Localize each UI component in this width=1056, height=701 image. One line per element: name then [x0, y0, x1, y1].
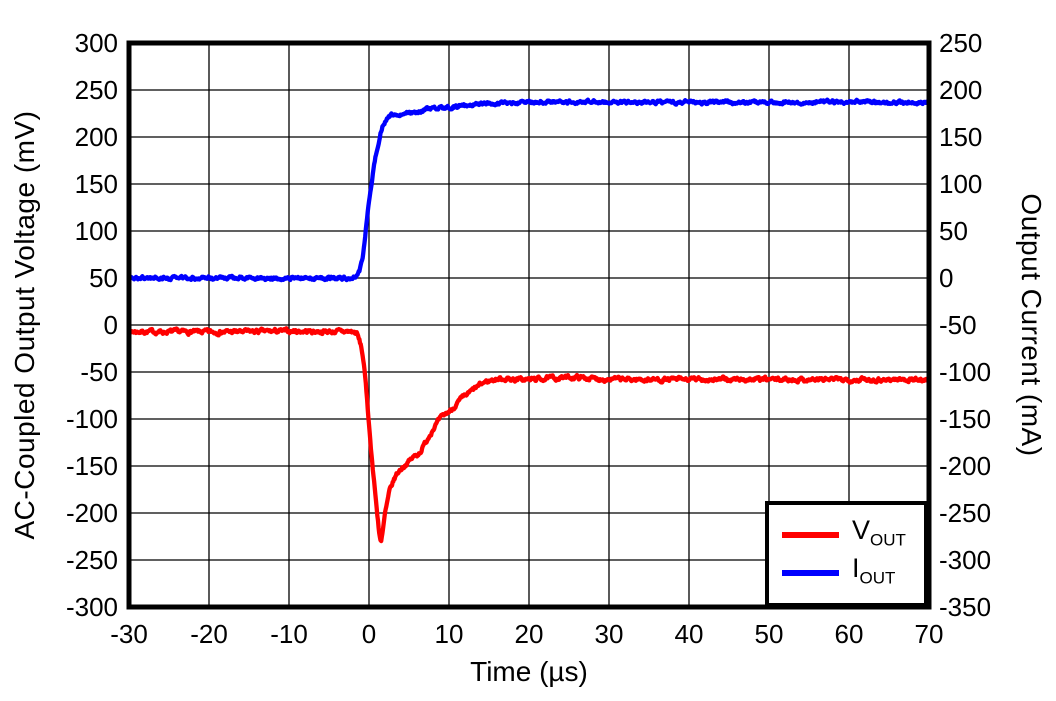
y-left-tick-label: -50 — [80, 357, 118, 387]
y-axis-right-title: Output Current (mA) — [1016, 193, 1047, 457]
y-right-tick-label: 200 — [939, 75, 983, 105]
x-tick-label: 10 — [434, 619, 464, 649]
x-tick-label: -20 — [190, 619, 228, 649]
y-left-tick-label: -100 — [65, 404, 118, 434]
legend: VOUT IOUT — [765, 501, 928, 607]
y-axis-left-title: AC-Coupled Output Voltage (mV) — [9, 110, 40, 540]
legend-label-iout: IOUT — [852, 552, 896, 588]
y-right-tick-label: 0 — [939, 263, 954, 293]
y-left-tick-label: 100 — [74, 216, 118, 246]
x-tick-label: -30 — [110, 619, 148, 649]
y-right-tick-label: 50 — [939, 216, 968, 246]
y-left-tick-label: -200 — [65, 498, 118, 528]
y-left-tick-label: -300 — [65, 592, 118, 622]
y-right-tick-label: -250 — [939, 498, 992, 528]
y-right-tick-label: -200 — [939, 451, 992, 481]
y-right-tick-label: 150 — [939, 122, 983, 152]
y-right-tick-label: -50 — [939, 310, 977, 340]
y-right-tick-label: -150 — [939, 404, 992, 434]
y-left-tick-label: 250 — [74, 75, 118, 105]
legend-item-vout: VOUT — [782, 516, 924, 554]
y-right-tick-label: 100 — [939, 169, 983, 199]
y-right-tick-label: -100 — [939, 357, 992, 387]
y-left-tick-label: -250 — [65, 545, 118, 575]
y-left-tick-label: 200 — [74, 122, 118, 152]
x-tick-label: 70 — [914, 619, 944, 649]
y-left-tick-label: 300 — [74, 28, 118, 58]
x-tick-label: 40 — [674, 619, 704, 649]
x-tick-label: 0 — [361, 619, 377, 649]
legend-item-iout: IOUT — [782, 554, 924, 592]
y-left-tick-label: 150 — [74, 169, 118, 199]
x-tick-label: 30 — [594, 619, 624, 649]
x-axis-title: Time (µs) — [470, 656, 588, 687]
y-left-tick-label: 50 — [89, 263, 118, 293]
y-left-tick-label: -150 — [65, 451, 118, 481]
y-right-tick-label: -350 — [939, 592, 992, 622]
x-tick-label: -10 — [270, 619, 308, 649]
legend-swatch-vout — [782, 532, 839, 538]
x-tick-label: 60 — [834, 619, 864, 649]
x-tick-label: 20 — [514, 619, 544, 649]
y-left-tick-label: 0 — [103, 310, 118, 340]
legend-swatch-iout — [782, 570, 839, 576]
x-tick-label: 50 — [754, 619, 784, 649]
legend-label-vout: VOUT — [852, 514, 906, 550]
y-right-tick-label: -300 — [939, 545, 992, 575]
y-right-tick-label: 250 — [939, 28, 983, 58]
